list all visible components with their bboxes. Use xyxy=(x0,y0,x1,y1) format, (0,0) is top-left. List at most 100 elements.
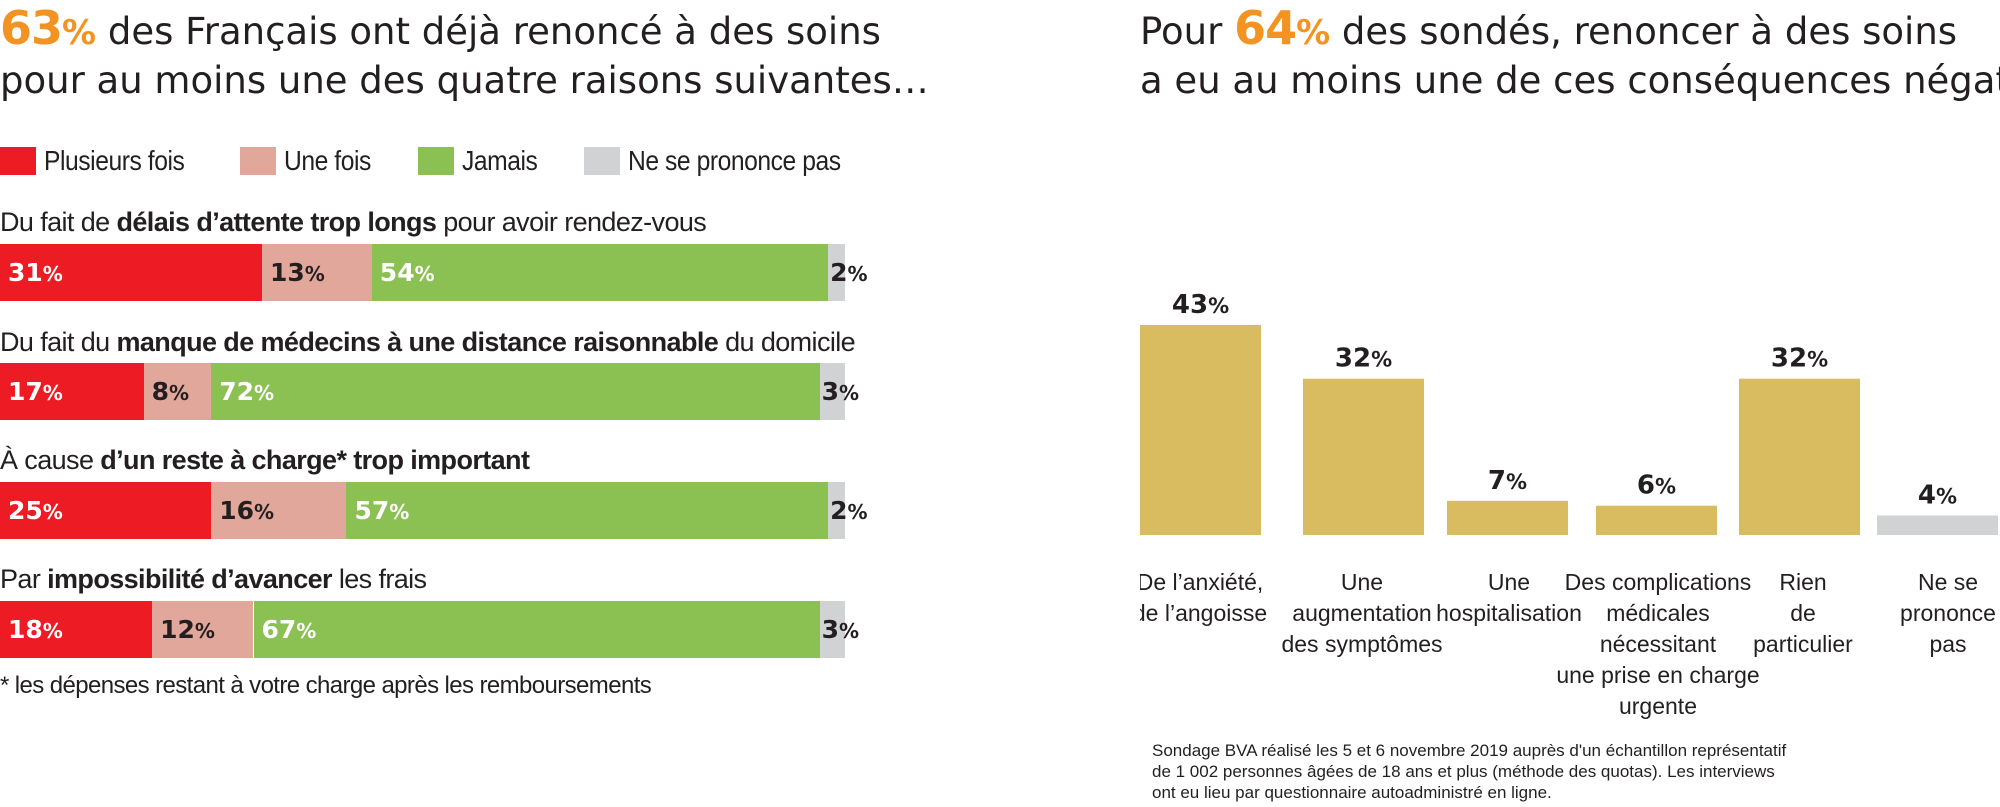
vbar-value-unit: % xyxy=(1655,475,1676,499)
left-title-rest: des Français ont déjà renoncé à des soin… xyxy=(96,10,881,53)
vbar-category-label: particulier xyxy=(1753,631,1853,657)
vbar-category-label: urgente xyxy=(1619,693,1697,719)
right-panel: Pour 64% des sondés, renoncer à des soin… xyxy=(1140,0,2000,807)
legend-item-jamais: Jamais xyxy=(418,145,548,177)
vbar-category-label: Une xyxy=(1341,569,1383,595)
bar-value-number: 13 xyxy=(269,258,305,287)
reason-label-bold: impossibilité d’avancer xyxy=(47,564,332,594)
bar-value-label: 16% xyxy=(219,482,274,539)
bar-segment-ne-se-prononce-pas xyxy=(819,363,845,420)
bar-value-label: 3% xyxy=(822,363,859,420)
bar-value-unit: % xyxy=(42,262,63,286)
vbar-value-label: 7% xyxy=(1488,466,1527,496)
bar-row: 25% 16% 57% 2% xyxy=(0,482,880,539)
bar-value-label: 8% xyxy=(152,363,189,420)
bar-value-label: 18% xyxy=(8,601,63,658)
bar-segment-plusieurs-fois xyxy=(0,601,153,658)
vbar-value-label: 32% xyxy=(1771,344,1828,374)
vbar-category-label: des symptômes xyxy=(1281,631,1442,657)
legend-item-ne-se-prononce-pas: Ne se prononce pas xyxy=(583,145,870,177)
bar-value-number: 25 xyxy=(8,496,43,525)
bar-value-unit: % xyxy=(389,500,410,524)
bar-value-unit: % xyxy=(304,262,325,286)
bar-segment-jamais xyxy=(253,601,820,658)
right-title: Pour 64% des sondés, renoncer à des soin… xyxy=(1140,4,2000,105)
vbar-value-label: 6% xyxy=(1637,471,1676,501)
bar-value-unit: % xyxy=(194,619,215,643)
bar-segment-plusieurs-fois xyxy=(0,244,262,301)
bar-value-number: 3 xyxy=(821,615,840,644)
bar-value-unit: % xyxy=(42,381,63,405)
bar-value-label: 57% xyxy=(354,482,409,539)
left-title-percent: % xyxy=(62,13,97,53)
vbar-value-number: 6 xyxy=(1637,471,1655,501)
vbar-category-label: augmentation xyxy=(1292,600,1431,626)
vertical-bar-chart: 43% De l’anxiété, de l’angoisse 32% Une augme… xyxy=(1140,290,1998,719)
legend-swatch xyxy=(239,147,276,175)
vbar xyxy=(1877,515,1998,535)
footnote: * les dépenses restant à votre charge ap… xyxy=(0,672,652,699)
reason-label-text: pour avoir rendez-vous xyxy=(436,207,707,237)
vbar xyxy=(1739,378,1860,535)
bar-value-number: 31 xyxy=(8,258,43,287)
reason-label: Du fait de délais d’attente trop longs p… xyxy=(0,206,707,238)
bar-value-unit: % xyxy=(847,262,868,286)
reason-label-text: les frais xyxy=(331,564,427,594)
vbar-value-number: 7 xyxy=(1488,466,1506,496)
bar-value-label: 3% xyxy=(822,601,859,658)
vbar-category-label: De l’anxiété, xyxy=(1140,569,1263,595)
legend-item-plusieurs-fois: Plusieurs fois xyxy=(0,145,204,177)
right-title-line2: a eu au moins une de ces conséquences né… xyxy=(1140,59,2000,102)
source-note: Sondage BVA réalisé les 5 et 6 novembre … xyxy=(1152,740,1786,803)
vbar-value-number: 4 xyxy=(1918,480,1936,510)
vbar-value-unit: % xyxy=(1936,484,1957,508)
legend-label: Une fois xyxy=(283,145,371,176)
bar-value-number: 72 xyxy=(219,377,255,406)
bar-value-number: 57 xyxy=(354,496,390,525)
source-line-2: de 1 002 personnes âgées de 18 ans et pl… xyxy=(1152,762,1775,781)
source-line-1: Sondage BVA réalisé les 5 et 6 novembre … xyxy=(1152,741,1787,760)
bar-segment-ne-se-prononce-pas xyxy=(828,482,845,539)
vbar-category-label: Ne se xyxy=(1918,569,1978,595)
reason-label-bold: d’un reste à charge* trop important xyxy=(100,445,530,475)
left-title-line2: pour au moins une des quatre raisons sui… xyxy=(0,59,929,102)
vbar-value-label: 43% xyxy=(1172,290,1229,320)
vbar-value-unit: % xyxy=(1208,294,1229,318)
vbar-category-label: médicales xyxy=(1606,600,1710,626)
legend-item-une-fois: Une fois xyxy=(239,145,383,177)
bar-value-number: 2 xyxy=(830,258,848,287)
vbar-value-unit: % xyxy=(1506,470,1527,494)
source-line-3: ont eu lieu par questionnaire autoadmini… xyxy=(1152,783,1552,802)
left-title: 63% des Français ont déjà renoncé à des … xyxy=(0,4,929,105)
bar-value-label: 12% xyxy=(160,601,215,658)
bar-value-unit: % xyxy=(169,381,190,405)
bar-segment-plusieurs-fois xyxy=(0,482,212,539)
vbar-value-label: 4% xyxy=(1918,480,1957,510)
bar-value-number: 67 xyxy=(261,615,297,644)
bar-segment-plusieurs-fois xyxy=(0,363,144,420)
bar-value-label: 2% xyxy=(830,482,867,539)
vbar-category-label: nécessitant xyxy=(1600,631,1717,657)
reason-label: À cause d’un reste à charge* trop import… xyxy=(0,444,530,476)
bar-value-unit: % xyxy=(414,262,435,286)
vbar-category-label: Rien xyxy=(1779,569,1826,595)
bar-value-label: 31% xyxy=(8,244,63,301)
right-title-percent: % xyxy=(1296,13,1331,53)
vbar-value-number: 32 xyxy=(1771,344,1807,374)
vbar-category-label: Des complications xyxy=(1565,569,1752,595)
legend: Plusieurs fois Une fois Jamais Ne se pronon… xyxy=(0,143,906,179)
bar-value-number: 8 xyxy=(151,377,170,406)
reason-label-text: Du fait de xyxy=(0,207,117,237)
vbar-value-number: 43 xyxy=(1172,290,1208,320)
legend-swatch xyxy=(0,147,36,175)
bar-value-unit: % xyxy=(296,619,317,643)
bar-segment-une-fois xyxy=(261,244,372,301)
right-title-highlight: 64 xyxy=(1234,1,1297,55)
vbar-value-number: 32 xyxy=(1335,344,1371,374)
bar-value-label: 13% xyxy=(270,244,325,301)
bar-segment-jamais xyxy=(371,244,829,301)
vbar-category-label: de l’angoisse xyxy=(1140,600,1267,626)
vbar-category-label: de xyxy=(1790,600,1816,626)
reason-label-bold: délais d’attente trop longs xyxy=(116,207,437,237)
vbar xyxy=(1447,500,1568,535)
